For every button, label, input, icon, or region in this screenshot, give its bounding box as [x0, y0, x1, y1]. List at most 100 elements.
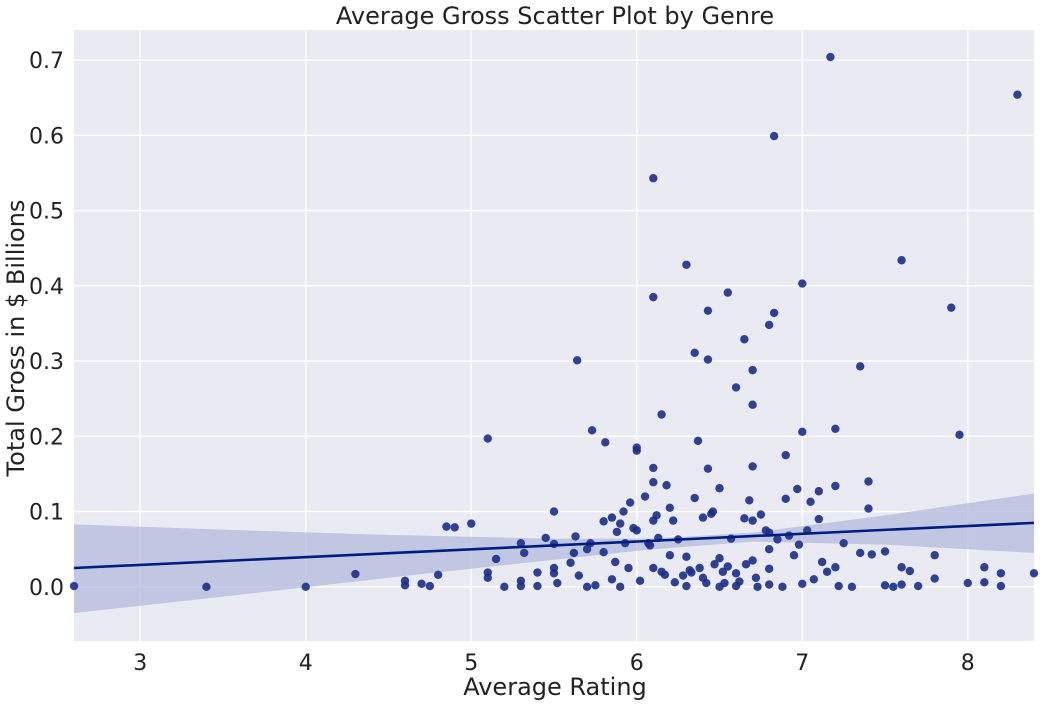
data-point: [947, 303, 956, 312]
data-point: [520, 548, 529, 558]
data-point: [814, 487, 824, 496]
data-point: [582, 582, 592, 592]
data-point: [702, 578, 711, 588]
data-point: [793, 484, 802, 494]
data-point: [764, 320, 774, 330]
data-point: [632, 526, 641, 535]
data-point: [649, 174, 658, 183]
data-point: [880, 581, 890, 590]
data-point: [649, 463, 658, 473]
data-point: [764, 564, 774, 573]
data-point: [417, 579, 426, 589]
data-point: [693, 436, 703, 446]
points-layer: [69, 52, 1039, 592]
data-point: [640, 492, 650, 501]
x-axis-label: Average Rating: [463, 673, 647, 701]
x-tick-label: 8: [961, 651, 975, 676]
data-point: [566, 558, 575, 567]
data-point: [425, 581, 435, 591]
data-point: [652, 511, 661, 520]
data-point: [748, 516, 757, 525]
grid: [74, 30, 1034, 641]
data-point: [351, 569, 360, 579]
data-point: [649, 292, 658, 302]
data-point: [889, 582, 898, 592]
data-point: [649, 478, 658, 487]
data-point: [624, 563, 633, 573]
data-point: [723, 562, 732, 571]
data-point: [897, 563, 906, 572]
data-point: [753, 582, 762, 592]
x-tick-label: 5: [464, 651, 478, 676]
data-point: [703, 464, 713, 473]
data-point: [822, 567, 832, 576]
data-point: [781, 494, 790, 503]
data-point: [533, 568, 542, 577]
y-axis-label: Total Gross in $ Billions: [2, 200, 30, 478]
x-tick-label: 4: [299, 651, 313, 676]
data-point: [839, 538, 848, 548]
data-point: [1029, 569, 1039, 578]
data-point: [612, 527, 622, 537]
data-point: [553, 578, 562, 588]
data-point: [682, 552, 691, 561]
data-point: [69, 581, 79, 591]
data-point: [798, 427, 807, 437]
x-tick-label: 3: [133, 651, 147, 676]
data-point: [913, 581, 923, 591]
data-point: [703, 355, 713, 364]
data-point: [955, 430, 964, 440]
data-point: [731, 569, 741, 578]
data-point: [483, 573, 492, 582]
data-point: [516, 576, 526, 586]
confidence-band-layer: [74, 493, 1034, 614]
data-point: [400, 576, 410, 586]
data-point: [834, 581, 843, 591]
data-point: [930, 551, 939, 560]
data-point: [619, 507, 628, 516]
data-point: [794, 540, 804, 549]
data-point: [715, 554, 724, 563]
data-point: [847, 582, 857, 592]
data-point: [533, 581, 542, 591]
data-point: [980, 563, 989, 572]
data-point: [569, 548, 579, 558]
data-point: [756, 510, 766, 519]
data-point: [741, 560, 751, 569]
data-point: [1013, 90, 1022, 99]
data-point: [778, 582, 787, 592]
data-point: [814, 514, 824, 524]
data-point: [748, 462, 757, 471]
data-point: [541, 533, 550, 543]
data-point: [731, 383, 741, 392]
data-point: [880, 547, 890, 556]
y-tick-label: 0.4: [29, 275, 64, 300]
data-point: [660, 570, 670, 579]
data-point: [616, 582, 625, 592]
data-point: [607, 575, 617, 584]
data-point: [665, 503, 675, 513]
data-point: [745, 496, 754, 505]
data-point: [864, 504, 873, 513]
data-point: [587, 426, 597, 435]
data-point: [657, 410, 666, 419]
data-point: [826, 52, 835, 62]
data-point: [723, 288, 732, 297]
y-tick-label: 0.5: [29, 200, 64, 225]
data-point: [735, 577, 744, 586]
data-point: [897, 256, 906, 265]
data-point: [574, 571, 584, 580]
data-point: [831, 563, 840, 572]
data-point: [764, 544, 774, 554]
data-point: [809, 575, 819, 584]
data-point: [632, 446, 641, 455]
data-point: [897, 580, 906, 589]
data-point: [442, 522, 451, 531]
data-point: [668, 516, 678, 525]
chart-title: Average Gross Scatter Plot by Genre: [336, 2, 774, 30]
data-point: [202, 582, 211, 592]
data-point: [599, 548, 608, 557]
data-point: [867, 550, 876, 559]
